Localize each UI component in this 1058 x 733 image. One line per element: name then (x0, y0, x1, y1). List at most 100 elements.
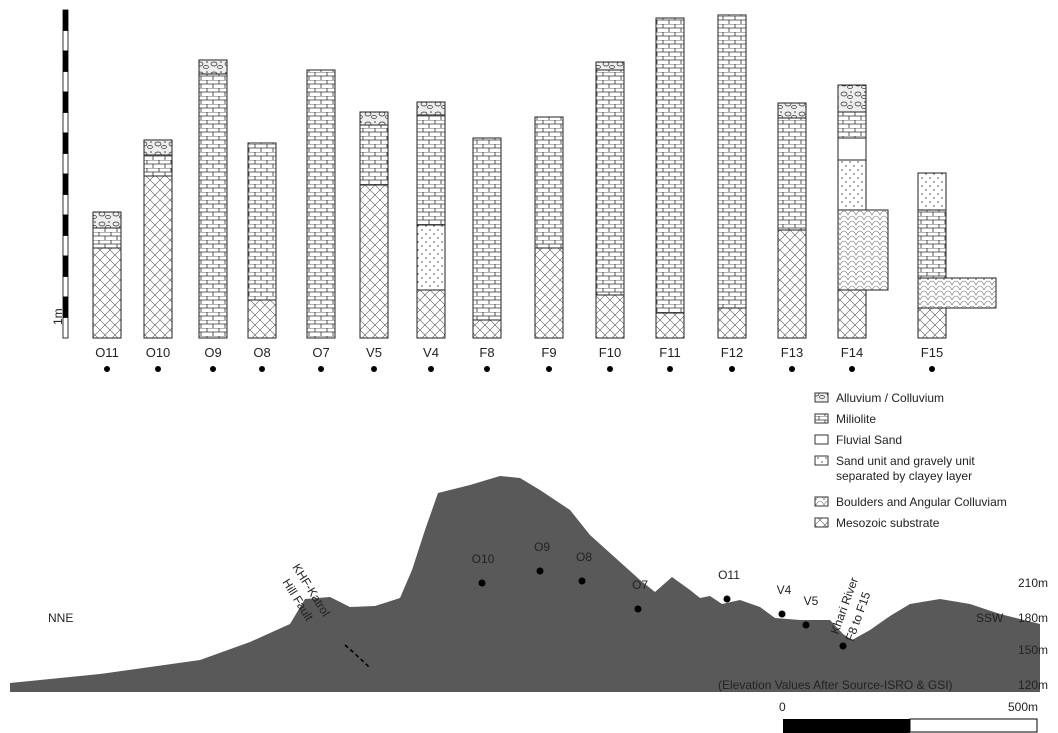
layer (473, 138, 501, 320)
legend-icon (815, 393, 828, 402)
legend-text: Mesozoic substrate (836, 516, 940, 530)
scale-label: 0 (779, 700, 786, 714)
column-label: O11 (95, 345, 119, 360)
layer (248, 300, 276, 338)
legend-text: Alluvium / Colluvium (836, 391, 944, 405)
column-dot (259, 366, 265, 372)
scale-segment (63, 215, 68, 236)
scale-segment (63, 277, 68, 298)
site-label: O8 (576, 550, 592, 564)
legend: Alluvium / Colluvium Miliolite Fluvial S… (815, 391, 1007, 530)
site-label: O10 (472, 552, 495, 566)
column-dot (667, 366, 673, 372)
column-dot (546, 366, 552, 372)
layer (596, 62, 624, 70)
layer (93, 228, 121, 248)
layer (656, 18, 684, 313)
layer (596, 295, 624, 338)
layer (918, 173, 946, 210)
column-dot (371, 366, 377, 372)
layer (838, 138, 866, 160)
site-label: O11 (718, 568, 740, 582)
layer (596, 70, 624, 295)
scale-segment (63, 133, 68, 154)
layer (199, 60, 227, 74)
scale-segment (63, 92, 68, 113)
layer (360, 125, 388, 185)
layer (144, 176, 172, 338)
column-label: O9 (204, 345, 221, 360)
legend-text: Sand unit and gravely unit (836, 454, 975, 468)
column-dot (318, 366, 324, 372)
column-dot (849, 366, 855, 372)
scale-segment (63, 113, 68, 134)
column-dot (104, 366, 110, 372)
layer (535, 248, 563, 338)
layer (417, 115, 445, 225)
layer (248, 143, 276, 300)
scale-bar (783, 719, 910, 733)
scale-segment (63, 195, 68, 216)
scale-segment (63, 297, 68, 318)
site-dot (803, 622, 810, 629)
layer (718, 15, 746, 308)
scale-segment (63, 72, 68, 93)
layer (417, 102, 445, 115)
layer (535, 117, 563, 248)
note: (Elevation Values After Source-ISRO & GS… (718, 678, 953, 692)
column-dot (607, 366, 613, 372)
column-dot (210, 366, 216, 372)
column-label: F15 (921, 345, 943, 360)
layer (778, 103, 806, 118)
legend-text: Fluvial Sand (836, 433, 902, 447)
legend-icon (815, 497, 828, 506)
layer (838, 112, 866, 138)
legend-text: Miliolite (836, 412, 876, 426)
site-dot (840, 643, 847, 650)
column-dot (789, 366, 795, 372)
layer (838, 160, 866, 210)
layer (778, 118, 806, 230)
column-dot (155, 366, 161, 372)
column-label: F11 (659, 345, 680, 360)
layer (144, 155, 172, 176)
layer (93, 212, 121, 228)
site-label: V4 (777, 583, 792, 597)
layer (656, 313, 684, 338)
scale-segment (63, 31, 68, 52)
elevation: 210m (1018, 576, 1048, 590)
column-dot (729, 366, 735, 372)
column-label: O10 (146, 345, 171, 360)
site-label: O7 (632, 578, 648, 592)
scale-segment (63, 318, 68, 339)
layer (838, 210, 888, 290)
scale-segment (63, 256, 68, 277)
column-label: F9 (541, 345, 556, 360)
profile: NNE SSW KHF-Katrol Hill Fault Khari Rive… (10, 476, 1048, 733)
scale-label: 500m (1008, 700, 1038, 714)
direction: SSW (976, 611, 1004, 625)
site-dot (779, 611, 786, 618)
column-label: O8 (253, 345, 270, 360)
layer (417, 225, 445, 290)
layer (307, 70, 335, 338)
column-dot (929, 366, 935, 372)
scale-bar (910, 719, 1037, 732)
column-label: F13 (781, 345, 803, 360)
column-label: F12 (721, 345, 743, 360)
scale-segment (63, 154, 68, 175)
layer (199, 74, 227, 338)
column-label: V5 (366, 345, 382, 360)
column-dot (428, 366, 434, 372)
column-label: O7 (312, 345, 329, 360)
figure: O11O10O9O8O7V5V4F8F9F10F11F12F13F14F15 1… (0, 0, 1058, 733)
layer (838, 290, 866, 338)
layer (473, 320, 501, 338)
layer (417, 290, 445, 338)
scale-segment (63, 51, 68, 72)
scale-segment (63, 236, 68, 257)
layer (144, 140, 172, 155)
scale-segment (63, 174, 68, 195)
legend-icon (815, 456, 828, 465)
